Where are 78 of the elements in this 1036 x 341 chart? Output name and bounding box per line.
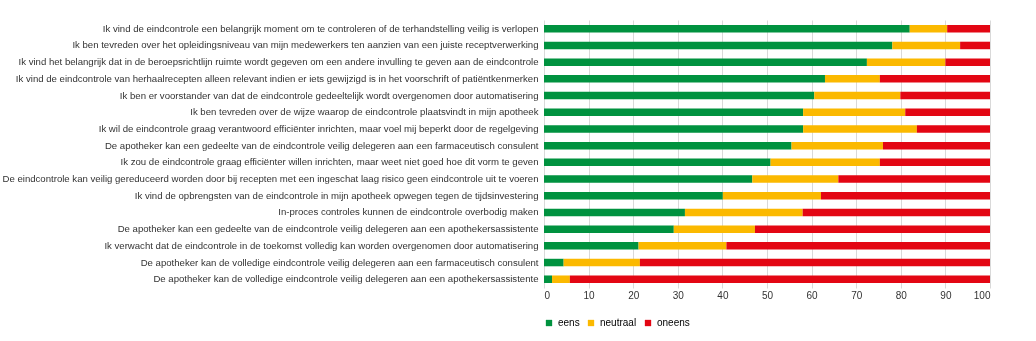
bar: [639, 258, 990, 267]
legend-label: oneens: [657, 317, 690, 328]
bar: [824, 75, 880, 83]
x-tick-label: 60: [806, 289, 819, 301]
x-tick-label: 20: [628, 289, 640, 301]
y-tick-label: De apotheker kan de volledige eindcontrole veilig delegeren aan een apothekersassistente: [153, 273, 539, 285]
bar: [909, 25, 948, 33]
y-tick-label: Ik ben tevreden over het opleidingsniveau van mijn medewerkers ten aanzien van een juiste receptverwerking: [72, 39, 539, 51]
bar: [803, 125, 917, 133]
y-tick-label: De apotheker kan de volledige eindcontrole veilig delegeren aan een farmaceutisch consulent: [140, 256, 539, 268]
bar: [803, 108, 906, 117]
bar: [838, 175, 990, 183]
bar: [552, 275, 570, 283]
bar: [544, 242, 639, 250]
bar: [722, 191, 821, 200]
bar: [960, 41, 990, 50]
bar: [544, 58, 867, 66]
bar: [544, 191, 723, 200]
bar: [947, 25, 990, 33]
y-tick-label: Ik ben er voorstander van dat de eindcontrole gedeeltelijk wordt overgenomen door automatisering: [119, 89, 539, 101]
y-tick-label: Ik ben tevreden over de wijze waarop de eindcontrole plaatsvindt in mijn apotheek: [190, 106, 539, 118]
bar: [544, 158, 771, 167]
bar: [770, 158, 880, 167]
bar: [726, 242, 990, 250]
bar: [544, 25, 910, 33]
y-tick-label: In-proces controles kunnen de eindcontrole overbodig maken: [278, 206, 539, 218]
y-tick-label: Ik verwacht dat de eindcontrole in de toekomst volledig kan worden overgenomen door automatisering: [104, 239, 539, 251]
bar: [814, 91, 901, 100]
bar: [544, 75, 825, 83]
bar: [802, 208, 990, 217]
x-tick-label: 50: [761, 289, 774, 301]
x-tick-label: 100: [973, 289, 991, 301]
bar: [752, 175, 839, 183]
x-tick-label: 80: [895, 289, 908, 301]
bar: [684, 208, 803, 217]
bar: [638, 242, 727, 250]
bar: [754, 225, 990, 233]
y-tick-label: Ik vind het belangrijk dat in de beroepsrichtlijn ruimte wordt gegeven om een andere invulling te geven aan de eindcontrole: [18, 56, 539, 68]
bar: [882, 141, 990, 150]
bar: [569, 275, 990, 283]
bar: [900, 91, 990, 100]
bar: [544, 225, 674, 233]
legend-label: eens: [558, 317, 580, 328]
x-tick-label: 0: [544, 289, 551, 301]
bar: [544, 258, 564, 267]
bar: [544, 208, 685, 217]
y-tick-label: Ik vind de opbrengsten van de eindcontrole in mijn apotheek opwegen tegen de tijdsinvestering: [134, 189, 539, 201]
bar: [544, 108, 804, 117]
bar: [544, 91, 815, 100]
y-tick-label: De apotheker kan een gedeelte van de eindcontrole veilig delegeren aan een apothekersassistente: [117, 223, 539, 235]
y-tick-label: Ik zou de eindcontrole graag efficiënter willen inrichten, maar weet niet goed hoe dit vorm te geven: [120, 156, 539, 168]
y-tick-label: De eindcontrole kan veilig gereduceerd worden door bij recepten met een ingeschat laag risico geen eindcontrole uit te voeren: [2, 173, 539, 185]
y-tick-label: Ik vind de eindcontrole een belangrijk moment om te controleren of de terhandstelling veilig is verlopen: [102, 22, 539, 34]
bar: [866, 58, 946, 66]
bar: [879, 75, 990, 83]
bar: [879, 158, 990, 167]
x-tick-label: 90: [940, 289, 952, 301]
bar: [563, 258, 640, 267]
bar: [544, 141, 792, 150]
bar: [673, 225, 755, 233]
bar: [892, 41, 961, 50]
x-tick-label: 40: [717, 289, 729, 301]
bar: [544, 41, 893, 50]
bar: [945, 58, 990, 66]
x-tick-label: 10: [583, 289, 596, 301]
legend-label: neutraal: [600, 317, 637, 328]
x-tick-label: 30: [672, 289, 685, 301]
y-tick-label: Ik wil de eindcontrole graag verantwoord efficiënter inrichten, maar voel mij beperkt door de regelgeving: [98, 122, 539, 134]
bar: [544, 125, 804, 133]
bar: [791, 141, 883, 150]
x-tick-label: 70: [851, 289, 863, 301]
y-tick-label: De apotheker kan een gedeelte van de eindcontrole veilig delegeren aan een farmaceutisch consulent: [104, 139, 539, 151]
y-tick-label: Ik vind de eindcontrole van herhaalrecepten alleen relevant indien er iets gewijzigd is in het voorschrift of patiëntkenmerken: [15, 72, 539, 84]
bar: [544, 175, 753, 183]
bar: [820, 191, 990, 200]
bar: [916, 125, 990, 133]
bar: [905, 108, 990, 117]
bar: [544, 275, 553, 283]
